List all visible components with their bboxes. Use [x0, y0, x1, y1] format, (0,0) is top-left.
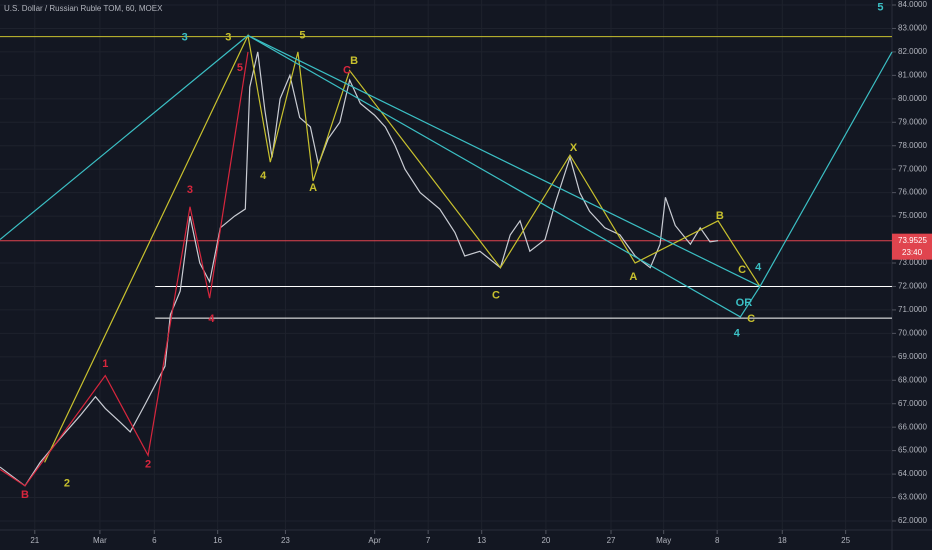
- y-tick-label: 72.0000: [898, 282, 927, 291]
- wave-label: A: [309, 182, 317, 194]
- wave-label: B: [350, 55, 358, 67]
- y-tick-label: 67.0000: [898, 399, 927, 408]
- y-tick-label: 82.0000: [898, 47, 927, 56]
- countdown: 23:40: [902, 248, 923, 257]
- x-tick-label: 21: [30, 536, 39, 545]
- wave-label: C: [738, 264, 746, 276]
- y-tick-label: 70.0000: [898, 328, 927, 337]
- price-label: 73.9525: [898, 236, 927, 245]
- wave-label: C: [747, 313, 755, 325]
- x-tick-label: Mar: [93, 536, 107, 545]
- y-tick-label: 79.0000: [898, 117, 927, 126]
- y-tick-label: 73.0000: [898, 258, 927, 267]
- y-tick-label: 76.0000: [898, 188, 927, 197]
- y-tick-label: 83.0000: [898, 24, 927, 33]
- wave-line: [0, 34, 893, 288]
- y-tick-label: 81.0000: [898, 70, 927, 79]
- price-line: [0, 51, 719, 487]
- wave-label: OR: [736, 297, 753, 309]
- x-tick-label: May: [656, 536, 671, 545]
- y-tick-label: 84.0000: [898, 0, 927, 9]
- x-tick-label: 23: [281, 536, 290, 545]
- y-tick-label: 80.0000: [898, 94, 927, 103]
- wave-label: 5: [237, 62, 243, 74]
- wave-label: 4: [734, 327, 741, 339]
- y-tick-label: 78.0000: [898, 141, 927, 150]
- wave-label: 4: [260, 170, 267, 182]
- x-tick-label: 25: [841, 536, 850, 545]
- wave-label: C: [343, 65, 351, 77]
- wave-label: B: [716, 210, 724, 222]
- y-tick-label: 64.0000: [898, 469, 927, 478]
- x-tick-label: 18: [778, 536, 787, 545]
- wave-label: X: [570, 142, 578, 154]
- price-tag: [892, 233, 932, 260]
- y-tick-label: 63.0000: [898, 493, 927, 502]
- x-tick-label: 13: [477, 536, 486, 545]
- x-tick-label: 27: [607, 536, 616, 545]
- wave-label: 3: [187, 184, 193, 196]
- wave-label: 2: [145, 459, 151, 471]
- y-tick-label: 65.0000: [898, 446, 927, 455]
- wave-line: [44, 33, 761, 463]
- wave-line: [247, 34, 761, 318]
- x-tick-label: 8: [715, 536, 720, 545]
- wave-label: 3: [225, 32, 231, 44]
- wave-label: 4: [755, 262, 762, 274]
- wave-label: 2: [64, 477, 70, 489]
- y-tick-label: 62.0000: [898, 516, 927, 525]
- y-tick-label: 66.0000: [898, 422, 927, 431]
- wave-label: 5: [299, 29, 305, 41]
- chart-title: U.S. Dollar / Russian Ruble TOM, 60, MOE…: [4, 4, 163, 13]
- wave-label: 4: [208, 313, 215, 325]
- x-tick-label: 20: [541, 536, 550, 545]
- x-tick-label: 7: [426, 536, 431, 545]
- y-tick-label: 68.0000: [898, 375, 927, 384]
- wave-label: 3: [182, 32, 188, 44]
- wave-label: B: [21, 489, 29, 501]
- x-tick-label: 6: [152, 536, 157, 545]
- wave-label: 1: [102, 358, 108, 370]
- y-tick-label: 75.0000: [898, 211, 927, 220]
- wave-label: A: [629, 271, 637, 283]
- wave-line: [0, 51, 249, 487]
- wave-label: C: [492, 290, 500, 302]
- y-tick-label: 69.0000: [898, 352, 927, 361]
- wave-label: 5: [877, 1, 883, 13]
- x-tick-label: Apr: [368, 536, 381, 545]
- x-tick-label: 16: [213, 536, 222, 545]
- y-tick-label: 77.0000: [898, 164, 927, 173]
- y-tick-label: 71.0000: [898, 305, 927, 314]
